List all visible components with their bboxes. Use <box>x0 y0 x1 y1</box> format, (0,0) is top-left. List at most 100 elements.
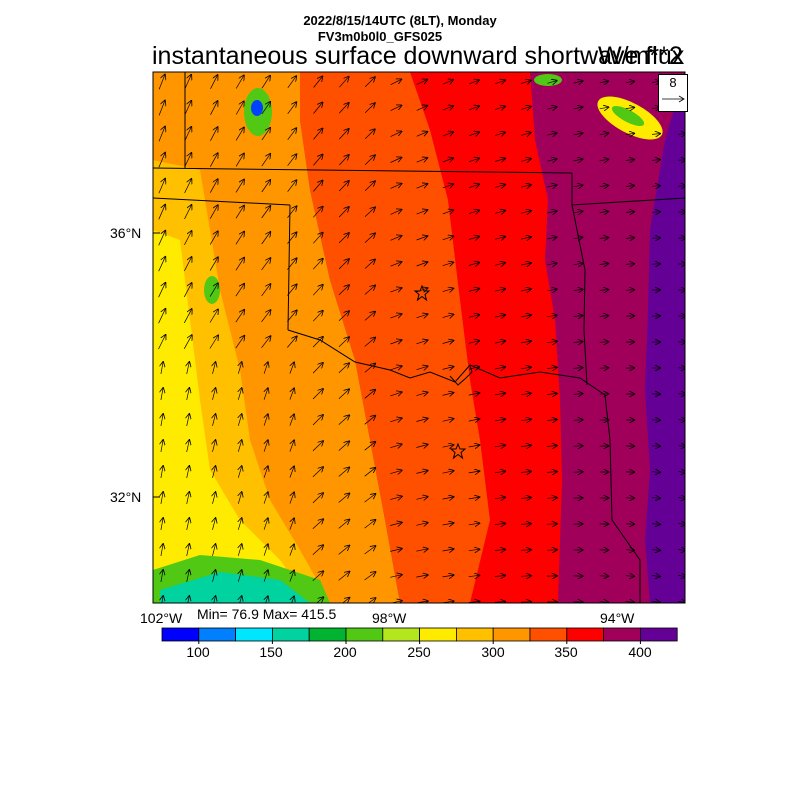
wind-arrow <box>573 289 582 290</box>
wind-arrow <box>210 101 218 115</box>
wind-arrow <box>625 186 634 187</box>
colorbar-label: 150 <box>259 644 283 660</box>
wind-arrow <box>494 445 505 447</box>
wind-arrow <box>158 309 166 324</box>
wind-arrow <box>442 471 454 473</box>
wind-arrow <box>442 106 453 110</box>
wind-arrow <box>468 184 479 187</box>
wind-arrow <box>599 316 609 317</box>
wind-arrow <box>390 392 401 396</box>
wind-arrow <box>390 549 402 552</box>
wind-arrow <box>651 602 660 603</box>
map-units: W/m**2 <box>598 42 683 70</box>
wind-arrow <box>312 311 323 322</box>
colorbar-label: 100 <box>186 644 210 660</box>
wind-arrow <box>235 232 244 245</box>
wind-arrow <box>161 414 163 426</box>
wind-arrow <box>261 76 270 89</box>
wind-arrow <box>390 470 401 473</box>
wind-arrow <box>287 206 297 218</box>
wind-arrow <box>442 210 454 214</box>
wind-arrow <box>573 159 583 161</box>
wind-arrow <box>287 76 296 89</box>
wind-arrow <box>312 467 323 478</box>
wind-arrow <box>521 263 531 265</box>
wind-arrow <box>364 155 375 165</box>
wind-arrow <box>520 576 531 577</box>
wind-arrow <box>521 393 531 394</box>
wind-arrow <box>494 106 505 109</box>
wind-arrow <box>210 127 217 141</box>
wind-arrow <box>312 493 323 504</box>
wind-arrow <box>313 103 323 114</box>
wind-arrow <box>442 236 454 240</box>
wind-arrow <box>651 186 660 187</box>
colorbar-swatch <box>529 627 568 642</box>
wind-arrow <box>184 75 191 90</box>
wind-arrow <box>209 179 217 193</box>
wind-arrow <box>158 153 165 168</box>
wind-arrow <box>416 471 427 474</box>
wind-arrow <box>338 363 349 373</box>
wind-arrow <box>625 264 634 265</box>
wind-arrow <box>235 180 244 193</box>
wind-arrow <box>651 576 660 577</box>
wind-arrow <box>264 596 268 603</box>
colorbar-label: 400 <box>628 644 652 660</box>
wind-arrow <box>625 212 634 213</box>
wind-arrow <box>158 179 165 194</box>
colorbar-swatch <box>566 627 604 642</box>
header-model: FV3m0b0l0_GFS025 <box>317 29 443 44</box>
colorbar-swatch <box>640 627 678 642</box>
wind-arrow <box>339 77 348 88</box>
wind-arrow <box>468 393 480 395</box>
wind-arrow <box>184 101 192 116</box>
wind-arrow <box>442 549 454 551</box>
wind-arrow <box>209 310 218 323</box>
wind-arrow <box>494 80 505 83</box>
wind-arrow <box>235 336 245 349</box>
wind-arrow <box>651 160 660 161</box>
wind-arrow <box>209 231 218 245</box>
wind-arrow <box>338 389 349 399</box>
wind-arrow <box>468 575 480 576</box>
wind-arrow <box>364 494 376 503</box>
wind-arrow <box>238 440 241 452</box>
wind-arrow <box>290 570 294 582</box>
wind-arrow <box>494 185 505 188</box>
wind-arrow <box>625 602 634 603</box>
wind-arrow <box>161 492 163 504</box>
wind-arrow <box>184 231 191 246</box>
colorbar-label: 300 <box>481 644 505 660</box>
wind-arrow <box>338 337 349 348</box>
wind-arrow <box>416 549 427 551</box>
wind-arrow <box>312 441 323 452</box>
wind-arrow <box>547 498 557 499</box>
wind-arrow <box>158 101 165 116</box>
wind-arrow <box>442 80 453 84</box>
wind-arrow <box>238 518 241 530</box>
wind-arrow <box>187 518 190 530</box>
wind-arrow <box>390 158 402 163</box>
wind-arrow <box>573 211 583 213</box>
wind-arrow <box>468 80 479 84</box>
wind-arrow <box>213 440 216 452</box>
wind-arrow <box>338 494 350 503</box>
colorbar-ticks <box>198 641 641 644</box>
wind-arrow <box>209 257 218 271</box>
wind-arrow <box>338 441 349 451</box>
wind-arrow <box>442 288 454 291</box>
wind-arrow <box>312 337 323 348</box>
wind-arrow <box>339 155 348 166</box>
wind-arrow <box>494 237 505 240</box>
wind-arrow <box>494 367 505 369</box>
wind-arrow <box>625 160 634 161</box>
wind-arrow <box>416 210 428 214</box>
wind-arrow <box>213 596 216 603</box>
wind-arrow <box>390 418 401 422</box>
wind-arrow <box>573 237 583 238</box>
colorbar-swatch <box>198 627 237 642</box>
header-date: 2022/8/15/14UTC (8LT), Monday <box>303 13 497 28</box>
wind-arrow <box>573 368 582 369</box>
